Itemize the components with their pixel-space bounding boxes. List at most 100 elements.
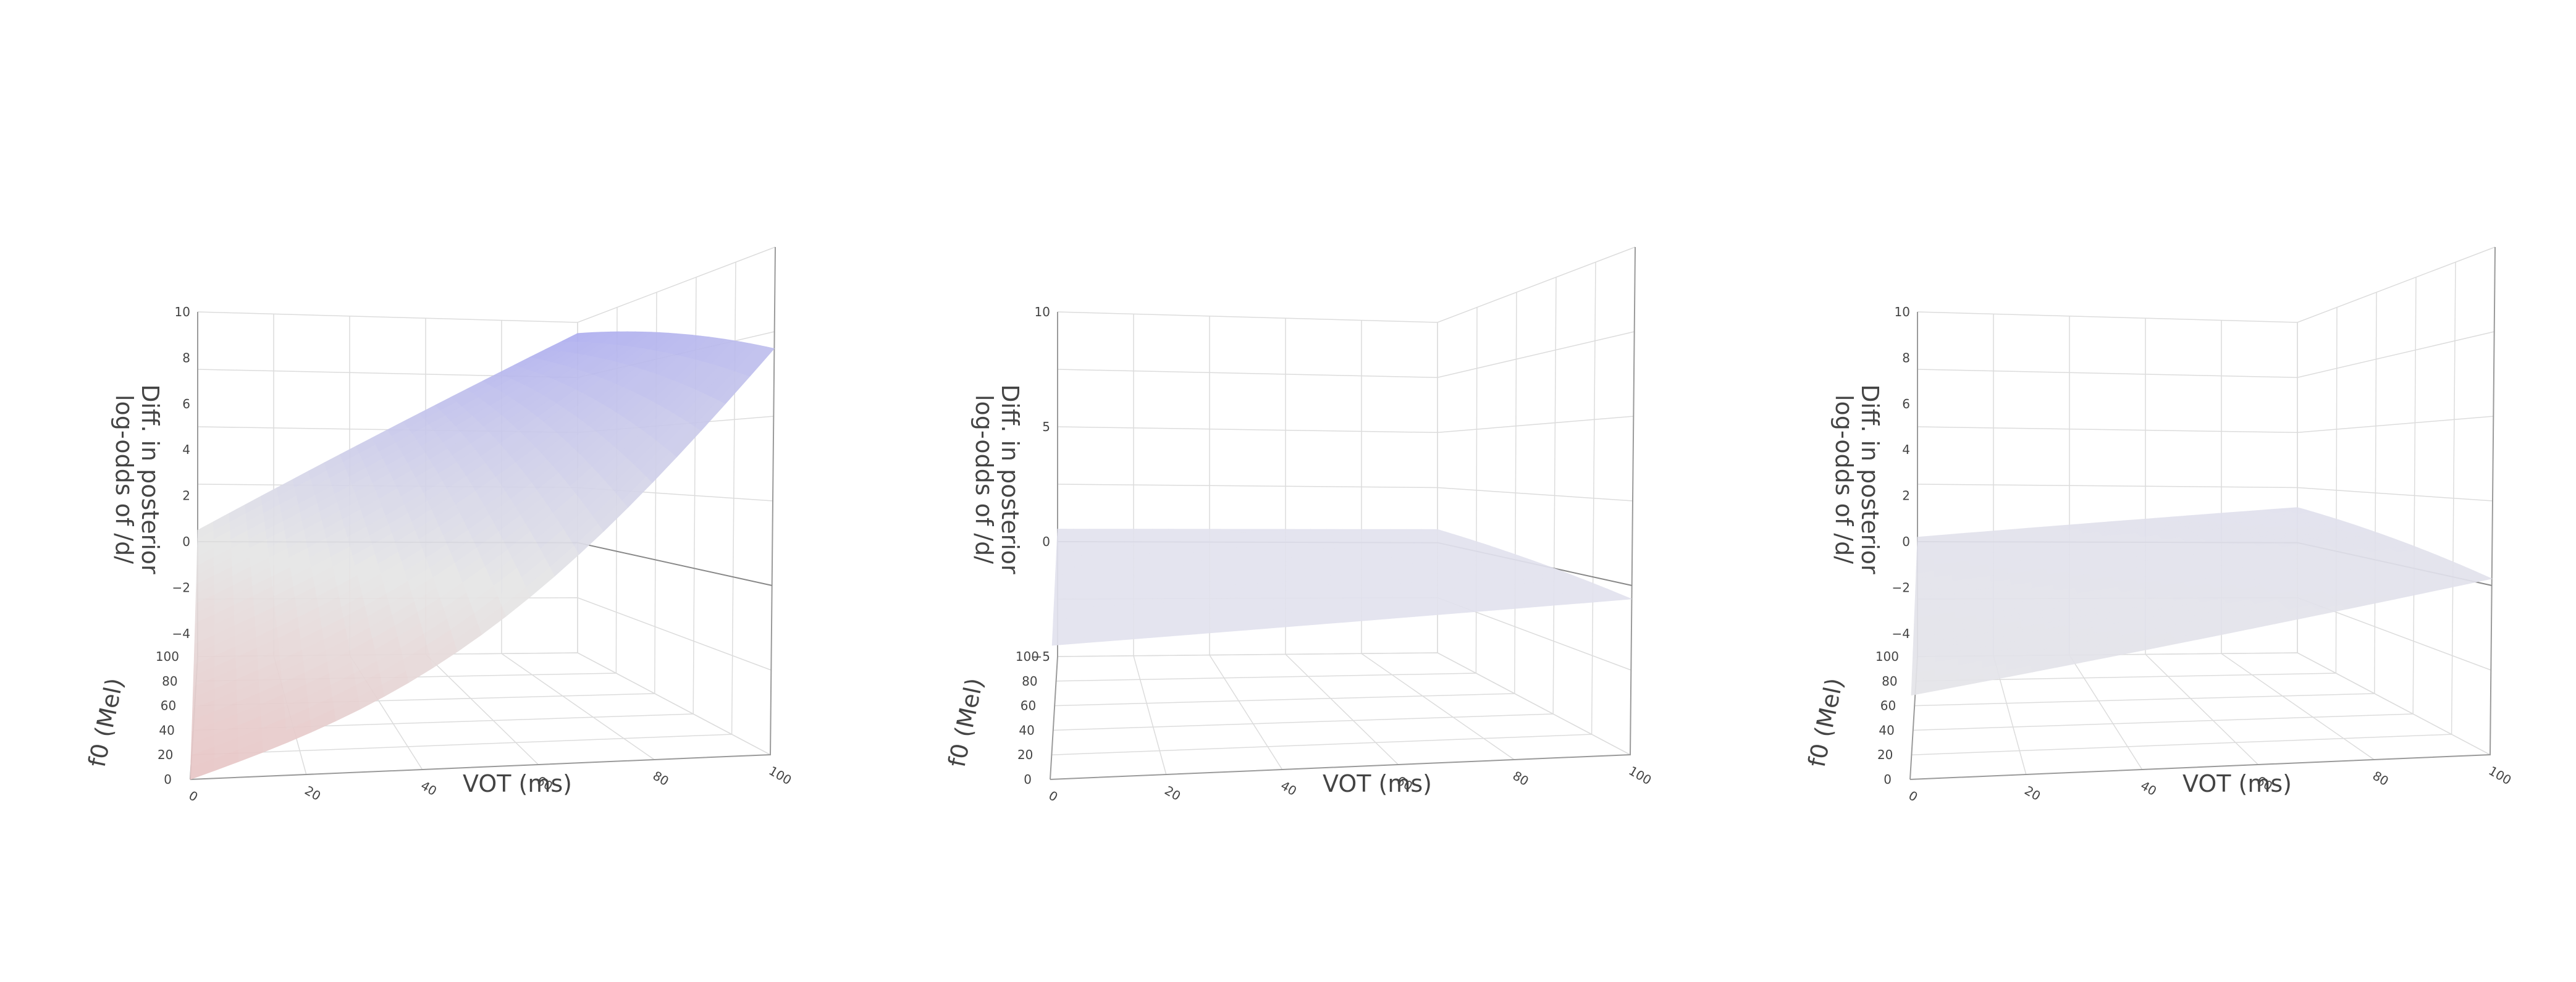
surface-patch [1111,563,1132,569]
z-tick-label: −2 [1892,580,1910,595]
surface-patch [1120,529,1139,534]
gridline-wall-z [1057,331,1635,378]
surface-patch [1092,558,1113,565]
y-tick-label: 20 [1017,747,1033,762]
y-axis-title: f0 (Mel) [943,676,988,770]
y-axis-title: f0 (Mel) [1803,676,1848,770]
z-tick-label: 5 [1042,419,1050,434]
surface-patch [1074,559,1093,566]
gridline-wall-z [1057,652,1631,755]
surface-patch [1121,532,1140,538]
surface-patch [1165,556,1187,562]
y-tick-label: 100 [156,649,179,664]
y-tick-label: 0 [1884,772,1892,787]
z-tick-label: 0 [1902,534,1910,549]
gridline-floor-y [1054,693,1515,707]
z-axis-title-line: log-odds of /d/ [111,395,138,564]
surface-patch [1156,536,1176,542]
y-tick-label: 60 [161,699,176,713]
z-tick-labels: −4 −2 0 2 4 6 8 10 [1892,304,1910,641]
gridline-floor-y [192,734,732,755]
x-tick-label: 20 [1162,783,1183,804]
surface-patch [1168,529,1187,534]
y-tick-label: 20 [158,747,173,762]
z-tick-labels: −4 −2 0 2 4 6 8 10 [172,304,190,641]
z-axis-title-line: Diff. in posterior [996,384,1024,574]
z-tick-label: 0 [1042,534,1050,549]
x-tick-label: 40 [418,778,439,799]
x-tick-label: 100 [767,763,794,788]
surface-patch [1139,537,1159,542]
surface-patch [1152,529,1171,534]
z-axis-title: Diff. in posteriorlog-odds of /d/ [970,384,1024,574]
surface-patch [1106,537,1125,542]
gridline-floor-x [425,653,539,765]
gridline-wall-z [1057,484,1633,501]
axis-edge-front [1050,246,1636,780]
surface-patch [1090,545,1110,552]
z-tick-label: −4 [172,626,190,641]
gridline-floor-x [1133,655,1167,775]
z-tick-label: 0 [182,534,190,549]
y-tick-label: 100 [1016,649,1039,664]
surface-patch [1127,553,1148,559]
x-tick-label: 80 [1510,768,1531,789]
y-tick-labels: 0 20 40 60 80 100 [156,649,179,787]
x-tick-label: 80 [2370,768,2391,789]
surface-patch [1074,546,1092,552]
surface-patch [1163,552,1185,558]
z-tick-label: 8 [182,350,190,365]
gridline-wall-z [1917,246,2496,323]
surface-patch [1181,552,1203,558]
surface-patch [1109,553,1130,560]
surface-patch [1191,540,1213,545]
surface-patch [1211,543,1233,548]
surface-patch [1184,529,1204,534]
gridline-floor-x [2221,653,2375,760]
z-tick-label: −2 [172,580,190,595]
surface-patch [1980,530,1999,538]
gridline-wall-z [1917,331,2494,378]
gridline-floor-x [2145,653,2258,765]
surface-patch [1147,557,1168,563]
surface-patch [1056,555,1075,561]
surface-patch [1091,550,1111,556]
gridline-wall-z [1057,416,1634,434]
x-tick-label: 100 [2486,763,2514,788]
y-tick-label: 80 [1882,674,1897,689]
y-tick-label: 0 [164,772,172,787]
surface-patch [1161,548,1182,554]
x-tick-label: 20 [302,783,323,804]
z-axis-title-line: Diff. in posterior [137,384,164,574]
surface-patch [1186,532,1206,537]
grid-lines [1050,246,1636,780]
axis-edge-left [1050,312,1058,780]
z-tick-label: 10 [1895,304,1910,319]
gridline-floor-y [1913,713,2414,731]
z-tick-label: −5 [1032,649,1050,664]
z-tick-label: 4 [182,442,190,457]
surface-patch [1107,541,1126,547]
z-tick-label: 10 [1035,304,1050,319]
surface-patch [1057,529,1074,534]
surface-patch [1158,540,1178,546]
z-tick-label: −4 [1892,626,1910,641]
gridline-floor-x [1285,653,1399,765]
x-tick-label: 100 [1627,763,1654,788]
x-axis-title: VOT (ms) [1323,770,1432,797]
x-axis-title: VOT (ms) [463,770,572,797]
surface [1051,529,1632,646]
gridline-floor-x [501,653,655,760]
surface-patch [1160,544,1180,550]
surface [190,331,775,780]
surface-patch [1136,529,1155,534]
y-tick-label: 80 [1022,674,1037,689]
surface-patch [1174,540,1195,545]
surface-patch [1125,545,1145,550]
surface-patch [2012,527,2031,535]
surface-patch [562,332,586,342]
surface-patch [1056,533,1074,539]
x-tick-label: 20 [2022,783,2043,804]
y-tick-label: 40 [159,723,174,737]
